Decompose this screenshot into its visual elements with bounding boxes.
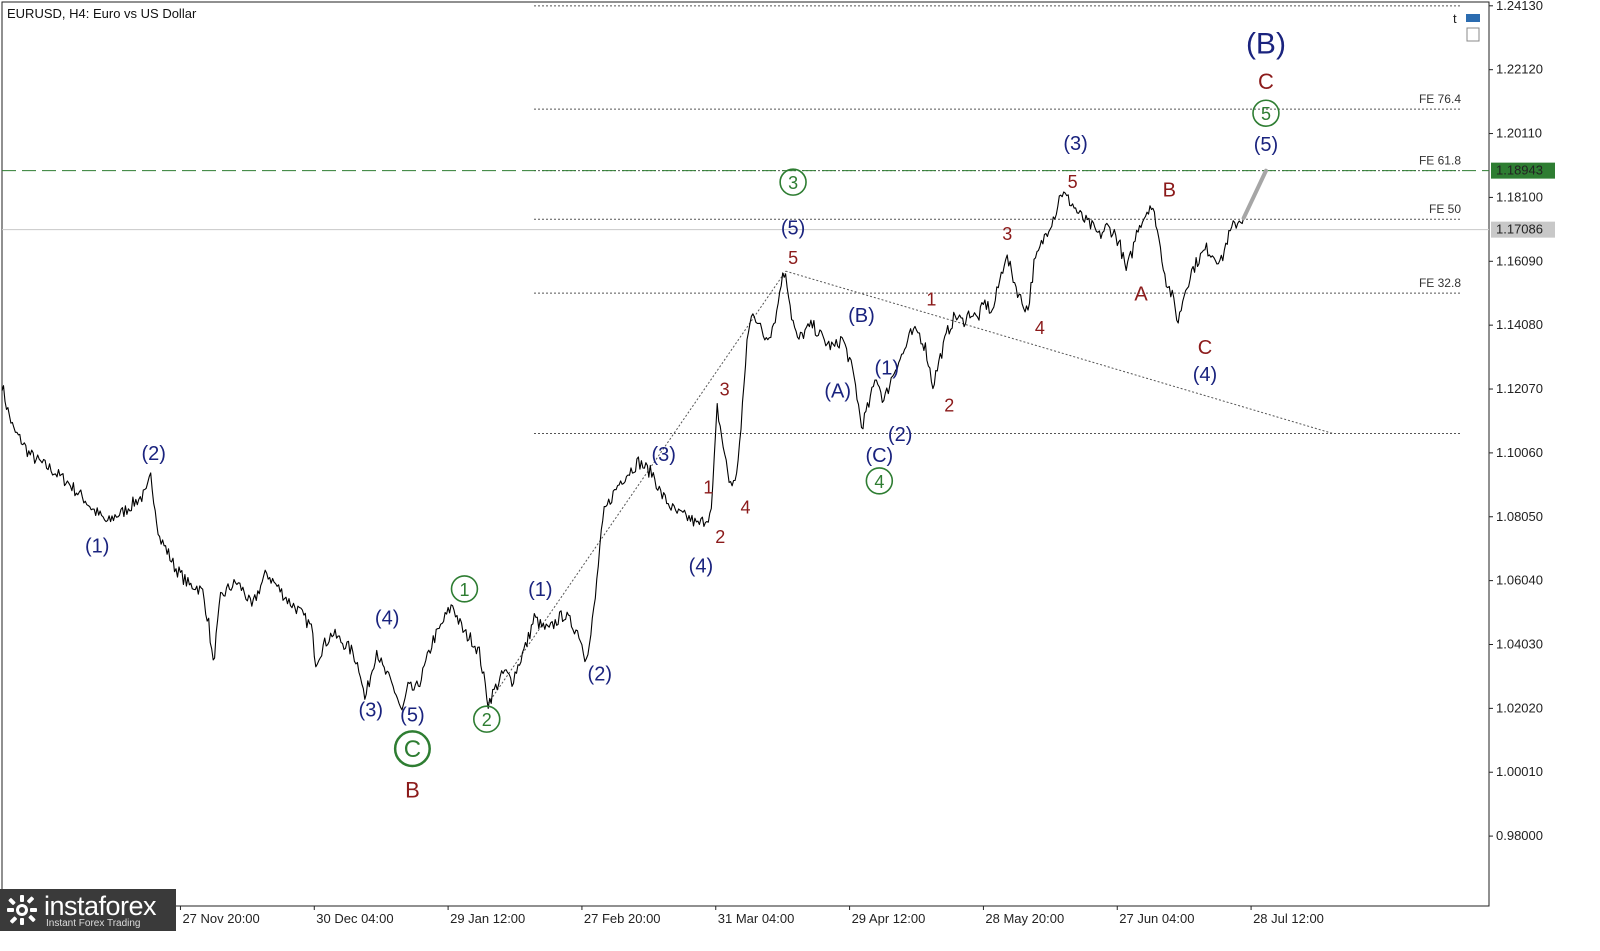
y-tick-label: 1.06040 [1496, 573, 1543, 588]
wave-label: (4) [375, 607, 399, 629]
wave-label: (5) [781, 218, 805, 240]
x-tick-label: 27 Feb 20:00 [584, 911, 661, 926]
wave-label: 3 [788, 173, 798, 193]
wave-label: 1 [703, 478, 713, 498]
level-price-tag-bg [1491, 162, 1555, 179]
brand-tagline: Instant Forex Trading [46, 918, 141, 929]
wave-label-circle [1252, 99, 1280, 127]
wave-label: (2) [141, 443, 165, 465]
wave-label: (2) [588, 663, 612, 685]
wave-label: 5 [788, 248, 798, 268]
wave-label: (5) [1254, 134, 1278, 156]
plot-frame [1, 1, 1490, 907]
wave-label: A [1134, 284, 1148, 306]
y-tick-label: 1.16090 [1496, 253, 1543, 268]
wave-label: 2 [715, 527, 725, 547]
wave-label: 4 [740, 497, 750, 517]
wave-label: (A) [824, 381, 851, 403]
wave-label-circle [865, 467, 894, 495]
wave-label: 2 [482, 710, 492, 730]
y-tick-label: 0.98000 [1496, 828, 1543, 843]
x-tick-label: 29 Apr 12:00 [852, 911, 926, 926]
wave-label: B [405, 778, 420, 803]
x-tick-label: 29 Jan 12:00 [450, 911, 525, 926]
wave-label: 1 [459, 580, 469, 600]
wave-label: 1 [926, 289, 936, 309]
wave-label: 2 [944, 396, 954, 416]
wave-label: 3 [1002, 224, 1012, 244]
y-tick-label: 1.04030 [1496, 636, 1543, 651]
y-tick-label: 1.22120 [1496, 62, 1543, 77]
y-tick-label: 1.24130 [1496, 0, 1543, 13]
fe-level-label: FE 32.8 [1419, 276, 1461, 290]
wave-label: (4) [689, 555, 713, 577]
y-tick-label: 1.20110 [1496, 126, 1542, 141]
y-tick-label: 1.08050 [1496, 509, 1543, 524]
y-tick-label: 1.00010 [1496, 764, 1543, 779]
wave-label: (2) [888, 424, 912, 446]
level-price-tag: 1.18943 [1496, 163, 1543, 178]
wave-label: (1) [528, 579, 552, 601]
x-tick-label: 28 Jul 12:00 [1253, 911, 1324, 926]
wave-label: (1) [875, 357, 899, 379]
trendline [785, 270, 1334, 434]
wave-label: (B) [848, 305, 875, 327]
wave-label: C [404, 736, 421, 763]
price-series [1, 191, 1245, 711]
brand-mark-icon [7, 895, 37, 925]
wave-label: 5 [1261, 104, 1271, 124]
fe-level-label: FE 76.4 [1419, 92, 1461, 106]
wave-label: (3) [1063, 133, 1087, 155]
wave-label: (3) [359, 700, 383, 722]
x-tick-label: 30 Dec 04:00 [316, 911, 393, 926]
trading-icons[interactable]: t [1453, 11, 1480, 42]
projection-line [1241, 168, 1268, 221]
trendline [487, 270, 787, 704]
brand-logo: instaforex Instant Forex Trading [0, 889, 176, 931]
wave-label: (B) [1246, 27, 1286, 60]
wave-label-circle [393, 730, 431, 768]
x-tick-label: 31 Mar 04:00 [718, 911, 795, 926]
current-price-tag: 1.17086 [1496, 222, 1543, 237]
y-tick-label: 1.12070 [1496, 381, 1543, 396]
y-tick-label: 1.14080 [1496, 317, 1543, 332]
wave-label: (3) [651, 444, 675, 466]
svg-text:t: t [1453, 11, 1457, 26]
x-tick-label: 27 Jun 04:00 [1119, 911, 1194, 926]
wave-label: (4) [1193, 364, 1217, 386]
fe-level-label: FE 50 [1429, 202, 1461, 216]
wave-label: 4 [874, 472, 884, 492]
wave-label: C [1198, 337, 1212, 359]
fe-level-label: FE 61.8 [1419, 154, 1461, 168]
x-tick-label: 27 Nov 20:00 [182, 911, 259, 926]
wave-label-circle [779, 168, 807, 196]
wave-label: 3 [720, 380, 730, 400]
wave-label: 4 [1035, 318, 1045, 338]
wave-label: B [1163, 179, 1176, 201]
current-price-tag-bg [1491, 221, 1555, 238]
wave-label: C [1258, 69, 1274, 94]
wave-label: (C) [865, 445, 893, 467]
x-tick-label: 28 May 20:00 [985, 911, 1064, 926]
wave-label-circle [473, 705, 501, 733]
y-tick-label: 1.02020 [1496, 700, 1543, 715]
wave-label: 5 [1068, 172, 1078, 192]
y-tick-label: 1.10060 [1496, 445, 1543, 460]
chart-title: EURUSD, H4: Euro vs US Dollar [7, 6, 197, 21]
brand-name: instaforex [44, 891, 157, 921]
y-tick-label: 1.18100 [1496, 189, 1543, 204]
wave-label: (5) [400, 705, 424, 727]
wave-label-circle [450, 575, 479, 603]
wave-label: (1) [85, 535, 109, 557]
